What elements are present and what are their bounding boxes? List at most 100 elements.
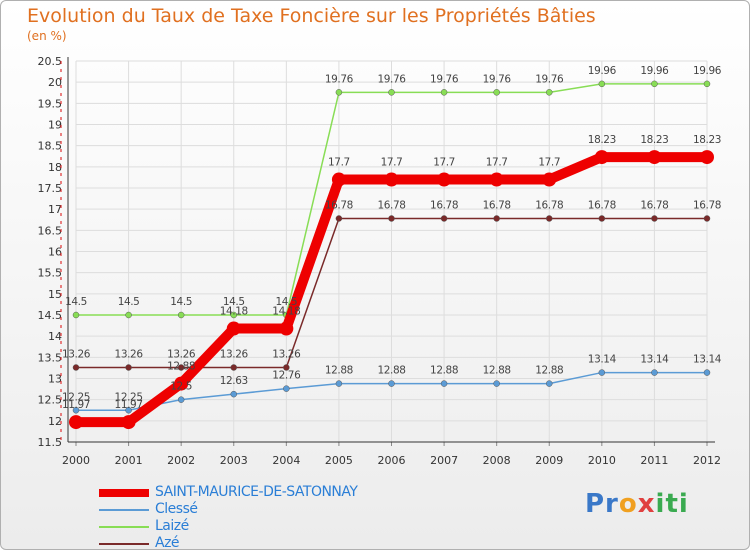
data-label-aze: 13.26 (272, 348, 301, 360)
data-label-clesse: 12.88 (535, 365, 563, 377)
y-tick-label: 19 (48, 119, 62, 132)
data-label-clesse: 12.5 (170, 381, 192, 393)
data-label-clesse: 12.88 (430, 365, 458, 377)
series-point-clesse (177, 396, 185, 403)
data-label-clesse: 12.88 (325, 365, 353, 377)
series-point-laize (703, 80, 711, 88)
data-label-saint-maurice: 11.97 (62, 399, 90, 411)
data-label-saint-maurice: 11.97 (115, 399, 143, 411)
data-label-saint-maurice: 18.23 (588, 134, 616, 146)
data-label-saint-maurice: 17.7 (328, 157, 350, 169)
data-label-clesse: 13.14 (588, 354, 617, 366)
x-tick-label: 2004 (272, 454, 300, 467)
series-point-saint-maurice (700, 150, 714, 165)
series-point-saint-maurice (489, 172, 504, 187)
data-label-aze: 16.78 (430, 199, 458, 211)
y-tick-label: 19.5 (38, 97, 63, 110)
series-point-clesse (546, 380, 553, 387)
legend-swatch (99, 543, 149, 545)
logo-part: x (637, 489, 656, 519)
data-label-clesse: 12.88 (377, 365, 405, 377)
x-tick-label: 2002 (167, 454, 195, 467)
series-point-saint-maurice (542, 172, 557, 187)
legend-swatch (99, 526, 149, 528)
series-point-aze (177, 364, 185, 371)
series-point-saint-maurice (69, 415, 83, 430)
data-label-saint-maurice: 14.18 (272, 306, 300, 318)
series-point-clesse (388, 380, 395, 387)
data-label-laize: 19.96 (693, 65, 722, 77)
series-point-aze (335, 215, 343, 222)
data-label-aze: 13.26 (167, 348, 196, 360)
series-point-aze (230, 364, 237, 371)
data-label-laize: 19.76 (377, 73, 406, 85)
y-tick-label: 17.5 (38, 182, 63, 195)
y-tick-label: 13 (48, 373, 62, 386)
logo-part: o (618, 489, 638, 519)
data-label-clesse: 12.76 (272, 370, 301, 382)
series-point-clesse (125, 407, 132, 414)
data-label-laize: 14.5 (275, 296, 297, 308)
data-labels-layer: 11.97 11.97 12.88 14.18 14.18 17.7 17.7 17.7 17.… (62, 65, 722, 411)
data-label-aze: 16.78 (483, 199, 511, 211)
series-point-clesse (72, 407, 80, 414)
data-label-aze: 16.78 (325, 199, 353, 211)
series-point-clesse (651, 369, 658, 376)
series-point-laize (125, 311, 132, 319)
series-point-clesse (598, 369, 606, 376)
series-point-saint-maurice (594, 150, 609, 165)
data-label-laize: 19.76 (535, 73, 564, 85)
logo-part: Pr (585, 489, 619, 519)
data-label-saint-maurice: 17.7 (381, 157, 403, 169)
series-point-saint-maurice (331, 172, 346, 187)
legend-label: SAINT-MAURICE-DE-SATONNAY (155, 484, 358, 500)
legend-swatch (99, 489, 149, 497)
axes-layer: 11.51212.51313.51414.51515.51616.51717.5… (38, 55, 722, 467)
logo-part: iti (655, 489, 689, 519)
y-tick-label: 16 (48, 246, 62, 259)
x-tick-label: 2008 (483, 454, 511, 467)
data-label-laize: 14.5 (118, 296, 140, 308)
series-point-aze (493, 215, 500, 222)
data-label-saint-maurice: 18.23 (693, 134, 721, 146)
data-label-aze: 13.26 (62, 348, 91, 360)
series-point-saint-maurice (226, 321, 241, 336)
series-point-aze (598, 215, 606, 222)
data-label-saint-maurice: 18.23 (640, 134, 668, 146)
series-point-laize (335, 89, 343, 96)
y-tick-label: 17 (48, 203, 62, 216)
series-point-laize (177, 311, 185, 319)
data-label-aze: 13.26 (115, 348, 144, 360)
y-tick-label: 20 (48, 76, 62, 89)
series-point-aze (440, 215, 448, 222)
data-label-saint-maurice: 17.7 (486, 157, 508, 169)
legend-label: Clessé (155, 501, 198, 517)
series-point-clesse (283, 385, 290, 392)
series-point-laize (546, 89, 553, 96)
x-tick-label: 2003 (220, 454, 248, 467)
x-tick-label: 2007 (430, 454, 458, 467)
y-tick-label: 16.5 (38, 224, 63, 237)
series-point-laize (598, 80, 606, 88)
series-point-saint-maurice (437, 172, 452, 187)
series-point-clesse (440, 380, 448, 387)
series-point-saint-maurice (647, 150, 662, 165)
series-point-aze (283, 364, 290, 371)
y-tick-label: 14 (48, 330, 62, 343)
series-point-saint-maurice (279, 321, 294, 336)
series-point-clesse (493, 380, 500, 387)
legend-label: Laizé (155, 518, 189, 534)
data-label-aze: 13.26 (220, 348, 249, 360)
data-label-saint-maurice: 12.88 (167, 361, 195, 373)
series-point-saint-maurice (174, 376, 189, 391)
proxiti-logo: Proxiti (585, 489, 689, 519)
data-label-laize: 14.5 (170, 296, 192, 308)
y-tick-label: 20.5 (38, 55, 63, 68)
data-label-laize: 19.76 (483, 73, 512, 85)
series-point-saint-maurice (121, 415, 136, 430)
series-lines-layer (69, 80, 714, 430)
y-tick-label: 12 (48, 415, 62, 428)
chart-title: Evolution du Taux de Taxe Foncière sur l… (27, 5, 596, 27)
